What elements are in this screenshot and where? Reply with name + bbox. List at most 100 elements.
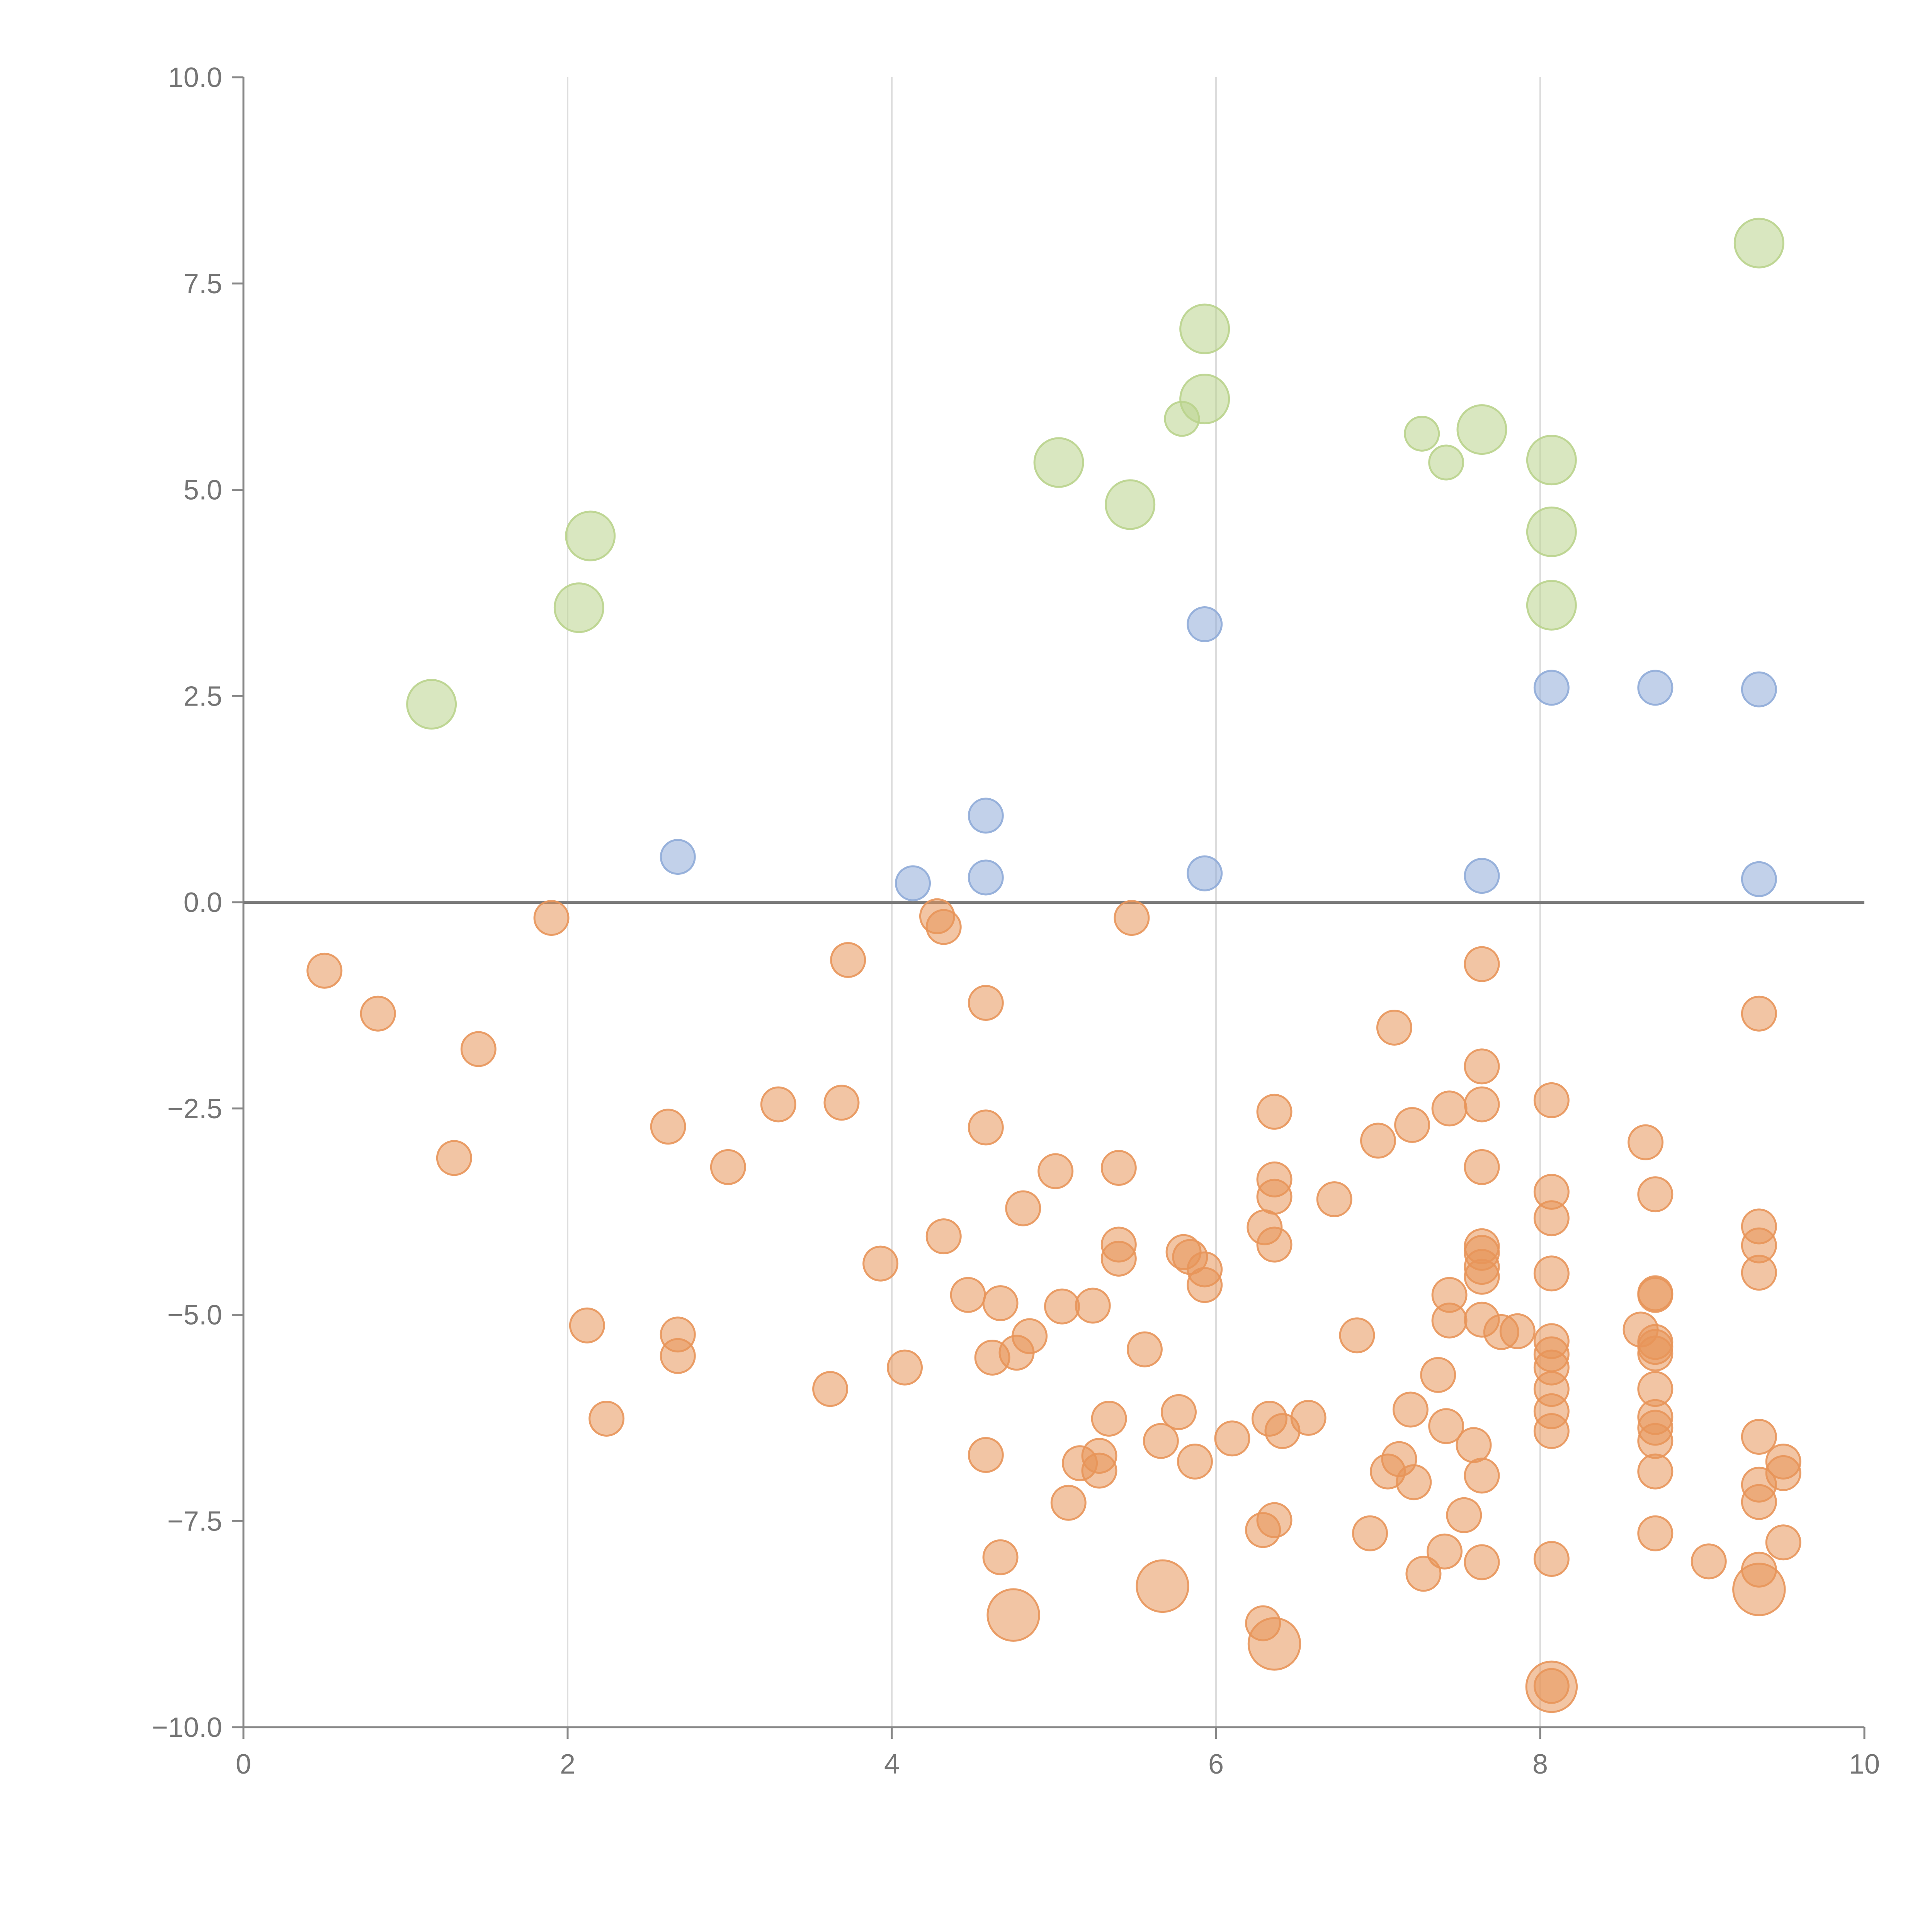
orange-data-point bbox=[1464, 1544, 1500, 1580]
orange-data-point bbox=[569, 1307, 605, 1344]
orange-data-point bbox=[1456, 1427, 1492, 1463]
orange-data-point bbox=[1464, 1048, 1500, 1085]
orange-data-point bbox=[1765, 1524, 1801, 1561]
blue-data-point bbox=[1187, 606, 1223, 643]
orange-data-point bbox=[1050, 1485, 1087, 1521]
blue-data-point bbox=[1741, 861, 1777, 897]
orange-data-point bbox=[1396, 1464, 1432, 1500]
orange-data-point bbox=[925, 1218, 962, 1255]
x-tick-label: 2 bbox=[560, 1749, 575, 1780]
green-data-point bbox=[406, 679, 457, 730]
green-data-point bbox=[1733, 218, 1784, 269]
orange-data-point bbox=[1256, 1502, 1293, 1538]
tick-labels: 0 2 4 6 8 10 10.0 7.5 5.0 2.5 0.0 −2.5 −5.0 −7.5 −10.0 bbox=[152, 62, 1880, 1780]
y-tick-label: −2.5 bbox=[167, 1094, 222, 1124]
orange-data-point bbox=[1637, 1335, 1673, 1372]
orange-data-point bbox=[710, 1149, 746, 1185]
orange-data-point bbox=[830, 942, 866, 978]
orange-data-point bbox=[1044, 1288, 1080, 1325]
orange-data-point bbox=[1256, 1179, 1293, 1215]
orange-data-point bbox=[1420, 1357, 1456, 1393]
x-tick-label: 4 bbox=[884, 1749, 900, 1780]
orange-data-point bbox=[1446, 1497, 1482, 1533]
blue-data-point bbox=[660, 839, 696, 875]
orange-data-point bbox=[1533, 1413, 1570, 1449]
blue-data-point bbox=[1187, 855, 1223, 891]
orange-data-point bbox=[436, 1140, 472, 1176]
orange-data-point bbox=[660, 1338, 696, 1374]
orange-data-point bbox=[1187, 1267, 1223, 1303]
orange-data-point bbox=[1143, 1423, 1179, 1459]
orange-data-point bbox=[1177, 1444, 1213, 1480]
orange-data-point bbox=[533, 900, 570, 936]
orange-data-point bbox=[1464, 946, 1500, 982]
orange-data-point bbox=[968, 1109, 1004, 1146]
orange-data-point bbox=[1637, 1453, 1673, 1490]
green-data-point bbox=[1179, 303, 1230, 354]
orange-data-point bbox=[1256, 1226, 1293, 1263]
orange-data-point bbox=[1012, 1318, 1048, 1354]
y-tick-label: 0.0 bbox=[184, 887, 222, 918]
orange-data-point bbox=[1637, 1423, 1673, 1459]
x-tick-label: 0 bbox=[236, 1749, 251, 1780]
y-tick-label: 5.0 bbox=[184, 475, 222, 506]
orange-data-point bbox=[1690, 1543, 1727, 1580]
orange-data-point bbox=[1114, 900, 1150, 936]
orange-data-point bbox=[1741, 1418, 1777, 1455]
orange-data-point bbox=[1464, 1149, 1500, 1185]
green-data-point bbox=[1179, 374, 1230, 425]
orange-data-point bbox=[1339, 1317, 1375, 1354]
orange-data-point bbox=[588, 1401, 625, 1437]
orange-data-point bbox=[650, 1109, 686, 1145]
orange-data-point bbox=[1464, 1259, 1500, 1295]
orange-data-point bbox=[1741, 1255, 1777, 1291]
x-tick-label: 6 bbox=[1208, 1749, 1224, 1780]
orange-data-point bbox=[1005, 1190, 1041, 1226]
blue-data-point bbox=[968, 798, 1004, 834]
orange-data-point bbox=[968, 985, 1004, 1021]
green-data-point bbox=[1456, 404, 1507, 455]
green-data-point bbox=[1428, 444, 1464, 481]
orange-data-point bbox=[1533, 1541, 1570, 1577]
orange-data-point bbox=[1732, 1563, 1786, 1616]
green-data-point bbox=[565, 510, 616, 561]
orange-data-point bbox=[460, 1031, 497, 1067]
orange-data-point bbox=[1100, 1240, 1137, 1277]
orange-data-point bbox=[1525, 1660, 1578, 1713]
orange-data-point bbox=[1431, 1090, 1468, 1127]
orange-data-point bbox=[1075, 1287, 1111, 1324]
orange-data-point bbox=[760, 1086, 796, 1122]
orange-data-point bbox=[1628, 1124, 1664, 1160]
orange-data-point bbox=[986, 1588, 1040, 1642]
y-tick-label: −5.0 bbox=[167, 1300, 222, 1331]
orange-data-point bbox=[968, 1437, 1004, 1473]
x-tick-label: 10 bbox=[1849, 1749, 1880, 1780]
orange-data-point bbox=[925, 909, 962, 945]
orange-data-point bbox=[1081, 1452, 1117, 1489]
orange-data-point bbox=[1290, 1400, 1327, 1436]
orange-data-point bbox=[1431, 1302, 1468, 1338]
orange-data-point bbox=[1637, 1515, 1673, 1551]
orange-data-point bbox=[1126, 1331, 1163, 1367]
orange-data-point bbox=[1091, 1401, 1127, 1437]
y-tick-label: −7.5 bbox=[167, 1506, 222, 1537]
orange-data-point bbox=[887, 1349, 923, 1386]
orange-data-point bbox=[982, 1285, 1019, 1321]
x-tick-label: 8 bbox=[1532, 1749, 1548, 1780]
orange-data-point bbox=[1637, 1176, 1673, 1213]
orange-data-point bbox=[1392, 1391, 1429, 1428]
blue-data-point bbox=[1741, 671, 1777, 707]
orange-data-point bbox=[950, 1277, 986, 1313]
green-data-point bbox=[553, 582, 604, 633]
orange-data-point bbox=[1741, 995, 1777, 1032]
orange-data-point bbox=[1376, 1010, 1412, 1046]
green-data-point bbox=[1526, 506, 1577, 557]
orange-data-point bbox=[1533, 1082, 1570, 1118]
orange-data-point bbox=[1256, 1094, 1293, 1130]
axes bbox=[232, 76, 1866, 1739]
orange-data-point bbox=[1037, 1153, 1074, 1189]
orange-data-point bbox=[1316, 1181, 1352, 1218]
data-points bbox=[306, 218, 1801, 1713]
orange-data-point bbox=[1100, 1150, 1137, 1186]
